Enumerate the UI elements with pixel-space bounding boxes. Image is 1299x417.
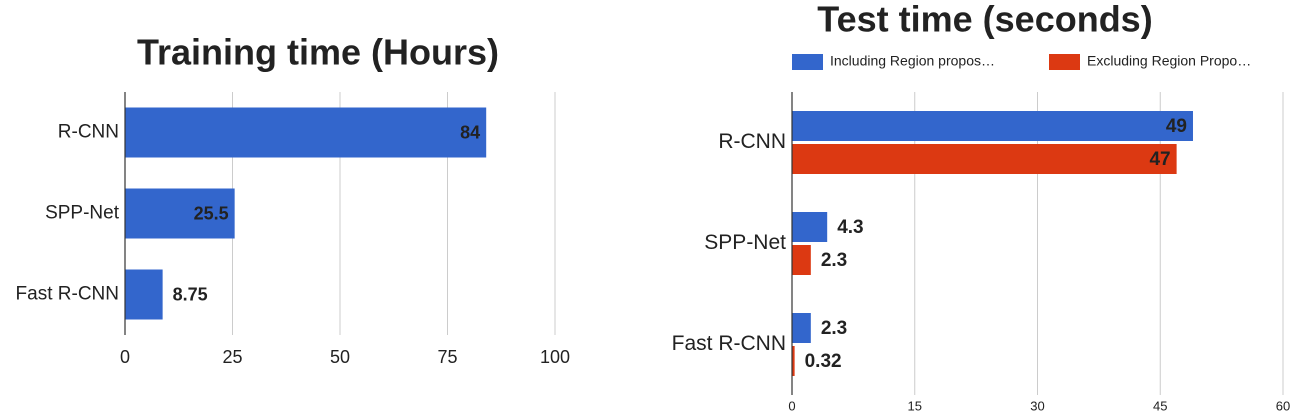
value-label: 49: [1166, 116, 1187, 137]
legend-swatch: [792, 54, 823, 70]
category-label: R-CNN: [58, 122, 119, 143]
x-tick-label: 45: [1153, 398, 1167, 413]
bar: [792, 212, 828, 242]
category-label: SPP-Net: [704, 231, 786, 254]
bar: [125, 107, 487, 158]
category-label: Fast R-CNN: [16, 284, 119, 305]
value-label: 0.32: [805, 351, 842, 372]
category-label: SPP-Net: [45, 203, 120, 224]
x-tick-label: 0: [788, 398, 795, 413]
value-label: 84: [460, 122, 480, 142]
bar: [792, 346, 795, 376]
chart-title: Training time (Hours): [137, 32, 499, 73]
x-tick-label: 100: [540, 347, 570, 367]
legend-label: Including Region propos…: [830, 53, 995, 69]
category-label: Fast R-CNN: [672, 332, 786, 355]
value-label: 25.5: [194, 203, 229, 223]
value-label: 4.3: [837, 217, 863, 238]
value-label: 2.3: [821, 318, 847, 339]
chart-title: Test time (seconds): [817, 0, 1152, 40]
x-tick-label: 50: [330, 347, 350, 367]
bar: [792, 111, 1193, 141]
bar: [125, 188, 235, 239]
value-label: 47: [1149, 149, 1170, 170]
x-tick-label: 75: [437, 347, 457, 367]
x-tick-label: 30: [1030, 398, 1044, 413]
bar: [792, 245, 811, 275]
bar: [125, 269, 163, 320]
x-tick-label: 0: [120, 347, 130, 367]
value-label: 2.3: [821, 250, 847, 271]
x-tick-label: 25: [222, 347, 242, 367]
x-tick-label: 15: [908, 398, 922, 413]
bar: [792, 313, 811, 343]
x-tick-label: 60: [1276, 398, 1290, 413]
value-label: 8.75: [173, 284, 208, 304]
legend-label: Excluding Region Propo…: [1087, 53, 1251, 69]
legend-swatch: [1049, 54, 1080, 70]
category-label: R-CNN: [718, 130, 786, 153]
bar: [792, 144, 1177, 174]
